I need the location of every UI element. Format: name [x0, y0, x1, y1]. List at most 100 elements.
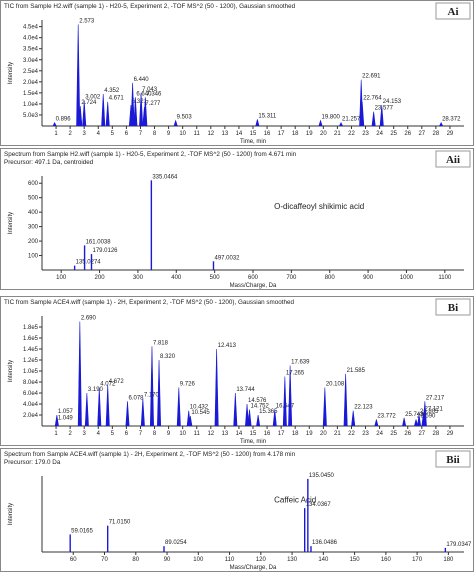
- y-axis-label: Intensity: [8, 503, 14, 525]
- peak: [379, 104, 384, 127]
- x-tick-label: 4: [97, 131, 101, 137]
- peak-label: 1.049: [58, 416, 74, 422]
- x-tick-label: 2: [68, 131, 72, 137]
- panel-label: Bi: [448, 302, 458, 314]
- x-axis-label: Time, min: [240, 139, 266, 145]
- peak-label: 17.639: [291, 360, 310, 366]
- y-tick-label: 600: [28, 181, 39, 187]
- y-tick-label: 300: [28, 225, 39, 231]
- peak: [351, 410, 356, 427]
- x-tick-label: 25: [390, 131, 397, 137]
- x-tick-label: 19: [306, 131, 313, 137]
- peak: [422, 401, 427, 427]
- peak-label: 135.0274: [76, 260, 102, 266]
- peak-label: 2.724: [81, 100, 97, 106]
- peak-label: 25.743: [405, 412, 424, 418]
- peak-label: 24.153: [383, 99, 402, 105]
- x-tick-label: 100: [193, 557, 204, 563]
- peak: [130, 82, 135, 127]
- x-tick-label: 6: [125, 431, 129, 437]
- peak-label: 22.764: [363, 96, 382, 102]
- peak: [322, 387, 327, 427]
- x-tick-label: 20: [320, 131, 327, 137]
- panel-label: Ai: [448, 6, 459, 18]
- peak-label: 179.0126: [92, 248, 118, 254]
- peak: [417, 414, 422, 427]
- x-tick-label: 16: [264, 431, 271, 437]
- x-tick-label: 18: [292, 131, 299, 137]
- y-tick-label: 1.8e5: [23, 325, 39, 331]
- x-tick-label: 3: [83, 131, 87, 137]
- x-tick-label: 2: [68, 431, 72, 437]
- x-tick-label: 28: [433, 131, 440, 137]
- y-tick-label: 3.0e4: [23, 58, 39, 64]
- x-tick-label: 27: [418, 431, 425, 437]
- peak: [371, 111, 376, 127]
- y-tick-label: 8.0e4: [23, 380, 39, 386]
- x-tick-label: 20: [320, 431, 327, 437]
- x-tick-label: 8: [153, 431, 157, 437]
- peak-label: 0.896: [56, 117, 72, 123]
- x-tick-label: 17: [278, 431, 285, 437]
- y-tick-label: 1.5e4: [23, 91, 39, 97]
- peak: [101, 93, 106, 127]
- peak: [439, 122, 444, 127]
- peak: [140, 398, 145, 427]
- y-tick-label: 2.0e4: [23, 80, 39, 86]
- x-tick-label: 90: [164, 557, 171, 563]
- peak-label: 17.265: [286, 371, 305, 377]
- peak: [414, 419, 419, 427]
- peak-label: 4.352: [104, 88, 120, 94]
- peak: [288, 365, 293, 427]
- y-tick-label: 1.0e5: [23, 369, 39, 375]
- peak: [84, 392, 89, 427]
- y-tick-label: 4.0e4: [23, 36, 39, 42]
- peak-label: 9.503: [177, 114, 193, 120]
- peak: [82, 100, 87, 127]
- x-tick-label: 13: [222, 131, 229, 137]
- y-axis-label: Intensity: [8, 62, 14, 84]
- x-tick-label: 21: [334, 131, 341, 137]
- x-tick-label: 1000: [400, 275, 414, 281]
- peak-label: 9.726: [180, 382, 196, 388]
- peak: [157, 359, 162, 427]
- peak-label: 6.640: [136, 91, 152, 97]
- peak-label: 10.432: [190, 405, 209, 411]
- x-tick-label: 8: [153, 131, 157, 137]
- y-tick-label: 400: [28, 210, 39, 216]
- x-tick-label: 14: [236, 431, 243, 437]
- x-tick-label: 17: [278, 131, 285, 137]
- x-tick-label: 200: [95, 275, 106, 281]
- peak-label: 59.0165: [71, 528, 93, 534]
- peak: [343, 373, 348, 427]
- y-tick-label: 4.5e4: [23, 25, 39, 31]
- x-tick-label: 140: [318, 557, 329, 563]
- x-tick-label: 14: [236, 131, 243, 137]
- peak-label: 19.800: [322, 114, 341, 120]
- y-tick-label: 6.0e4: [23, 391, 39, 397]
- peak-label: 2.690: [81, 316, 97, 322]
- peak-label: 6.440: [134, 77, 150, 83]
- peak: [133, 97, 138, 127]
- x-tick-label: 300: [133, 275, 144, 281]
- peak: [173, 119, 178, 127]
- panel-label-box: [435, 2, 471, 20]
- panel-border: [0, 0, 474, 146]
- peak: [402, 417, 407, 427]
- peak-label: 7.346: [146, 91, 162, 97]
- y-tick-label: 500: [28, 196, 39, 202]
- x-tick-label: 15: [250, 431, 257, 437]
- panel-label-box: [435, 150, 471, 168]
- peak-label: 3.002: [85, 95, 101, 101]
- x-tick-label: 13: [222, 431, 229, 437]
- peak-label: 135.0450: [309, 473, 335, 479]
- peak: [214, 348, 219, 427]
- peak: [374, 419, 379, 427]
- y-tick-label: 1.2e5: [23, 358, 39, 364]
- peak-label: 20.108: [326, 382, 345, 388]
- x-tick-label: 21: [334, 431, 341, 437]
- x-tick-label: 9: [167, 131, 171, 137]
- peak: [78, 106, 83, 127]
- peak-label: 14.576: [248, 398, 267, 404]
- x-tick-label: 26: [404, 431, 411, 437]
